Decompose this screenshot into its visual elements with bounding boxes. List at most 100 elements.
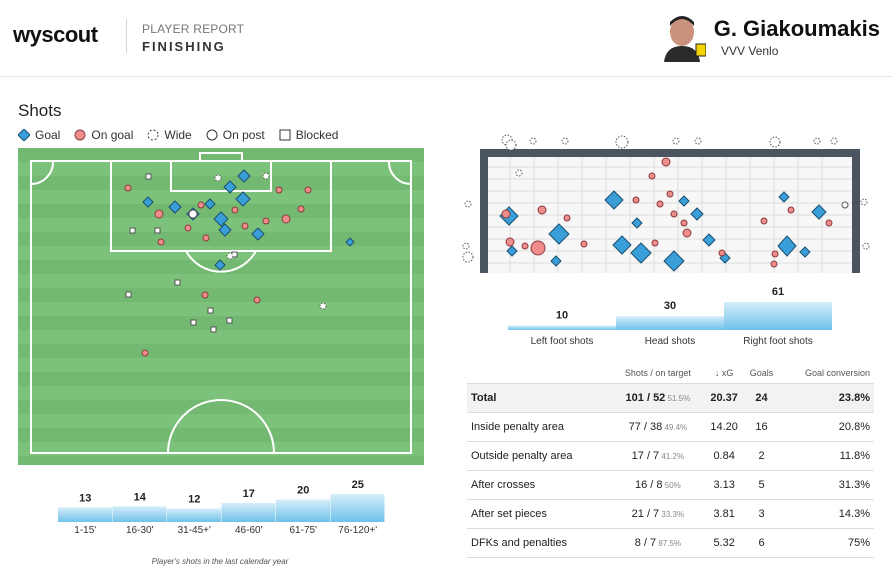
row-label: DFKs and penalties (467, 528, 612, 558)
blocked-marker (210, 326, 217, 333)
time-bar-label: 76-120+' (338, 525, 377, 536)
row-shots: 17 / 7 41.2% (611, 441, 705, 471)
on-goal-marker (157, 238, 165, 246)
foot-bar (724, 302, 832, 330)
row-shots: 101 / 52 51.5% (611, 383, 705, 413)
row-xg: 14.20 (704, 412, 745, 442)
row-shots: 21 / 7 33.3% (611, 499, 705, 529)
legend-wide: Wide (147, 128, 192, 142)
time-interval-bars: 13 1-15' 14 16-30' 12 31-45+' 17 46-60' 20 61-75'… (58, 479, 385, 536)
report-label: PLAYER REPORT (142, 22, 245, 36)
goal-diamond-icon (18, 129, 30, 141)
goal-marker (142, 196, 154, 208)
report-title: FINISHING (142, 39, 226, 54)
row-xg: 0.84 (704, 441, 745, 471)
on-target-pct: 87.5% (656, 539, 682, 548)
goal-markers (499, 190, 827, 272)
time-bar-value: 12 (188, 494, 200, 506)
shot-markers (124, 169, 355, 357)
foot-bar-label: Left foot shots (531, 336, 594, 347)
report-header: wyscout PLAYER REPORT FINISHING G. Giako… (0, 0, 892, 77)
row-conversion: 23.8% (778, 383, 874, 413)
wide-marker (226, 252, 234, 260)
row-conversion: 31.3% (778, 470, 874, 500)
on-post-circle-icon (206, 129, 218, 141)
wide-markers (462, 134, 870, 263)
shots-on-target: 77 / 38 (628, 421, 663, 433)
time-bar-value: 17 (243, 488, 255, 500)
col-header-shots: Shots / on target (624, 368, 691, 378)
row-shots: 8 / 7 87.5% (611, 528, 705, 558)
foot-type-bars: 10 Left foot shots 30 Head shots 61 Right foo… (508, 286, 832, 347)
row-label: Inside penalty area (467, 412, 612, 442)
on-goal-markers (501, 157, 833, 268)
time-bar-label: 1-15' (74, 525, 96, 536)
row-goals: 24 (744, 383, 779, 413)
time-bar (330, 494, 385, 522)
legend-on-post: On post (206, 128, 265, 142)
time-bar (276, 499, 330, 522)
row-xg: 20.37 (704, 383, 745, 413)
goal-marker (168, 200, 182, 214)
shots-on-target: 101 / 52 (625, 392, 666, 404)
blocked-marker (226, 317, 233, 324)
on-goal-marker (184, 224, 192, 232)
on-post-marker (841, 201, 849, 209)
blocked-square-icon (279, 129, 291, 141)
blocked-marker (125, 291, 132, 298)
wide-dashed-circle-icon (147, 129, 159, 141)
wide-marker (262, 172, 270, 180)
time-bar-value: 25 (352, 479, 364, 491)
legend-on-goal: On goal (74, 128, 133, 142)
legend-goal: Goal (18, 128, 60, 142)
on-target-pct: 49.4% (662, 423, 688, 432)
goal-marker (345, 237, 355, 247)
on-goal-marker (304, 186, 312, 194)
goal-marker (204, 198, 216, 210)
blocked-marker (154, 227, 161, 234)
row-conversion: 20.8% (778, 412, 874, 442)
goal-marker (251, 227, 265, 241)
on-goal-marker (201, 291, 209, 299)
row-goals: 3 (744, 499, 779, 529)
row-label: After crosses (467, 470, 612, 500)
player-avatar (664, 16, 706, 62)
foot-bar (616, 316, 724, 330)
row-xg: 3.81 (704, 499, 745, 529)
on-target-pct: 41.2% (659, 452, 685, 461)
on-goal-marker (262, 217, 270, 225)
col-header-label (467, 363, 612, 384)
header-divider (126, 19, 127, 53)
player-name: G. Giakoumakis (713, 16, 880, 41)
on-goal-marker (154, 209, 164, 219)
row-goals: 6 (744, 528, 779, 558)
legend-blocked: Blocked (279, 128, 338, 142)
on-goal-marker (124, 184, 132, 192)
on-goal-marker (141, 349, 149, 357)
time-bar-value: 13 (79, 492, 91, 504)
goal-marker (213, 211, 229, 227)
goal-marker (218, 223, 232, 237)
row-conversion: 11.8% (778, 441, 874, 471)
wide-marker (319, 302, 327, 310)
col-header-conversion: Goal conversion (804, 368, 870, 378)
on-goal-marker (202, 234, 210, 242)
foot-bar-value: 61 (772, 286, 784, 298)
on-goal-marker (241, 222, 249, 230)
time-bar-value: 14 (134, 491, 147, 503)
row-label: Outside penalty area (467, 441, 612, 471)
on-goal-circle-icon (74, 129, 86, 141)
stats-row: Outside penalty area 17 / 7 41.2% 0.84 2 11.… (467, 441, 874, 471)
col-header-xg[interactable]: ↓ xG (714, 368, 734, 378)
center-circle (167, 399, 275, 454)
time-bar (221, 502, 276, 522)
row-goals: 2 (744, 441, 779, 471)
stats-row: After crosses 16 / 8 50% 3.13 5 31.3% (467, 470, 874, 500)
goal-marker (223, 180, 237, 194)
foot-bar-value: 30 (664, 300, 676, 312)
stats-row: After set pieces 21 / 7 33.3% 3.81 3 14.3% (467, 499, 874, 529)
time-bar-label: 16-30' (126, 525, 154, 536)
col-header-goals: Goals (749, 368, 774, 378)
goal-mouth-view (462, 134, 870, 273)
stats-row: DFKs and penalties 8 / 7 87.5% 5.32 6 75% (467, 528, 874, 558)
